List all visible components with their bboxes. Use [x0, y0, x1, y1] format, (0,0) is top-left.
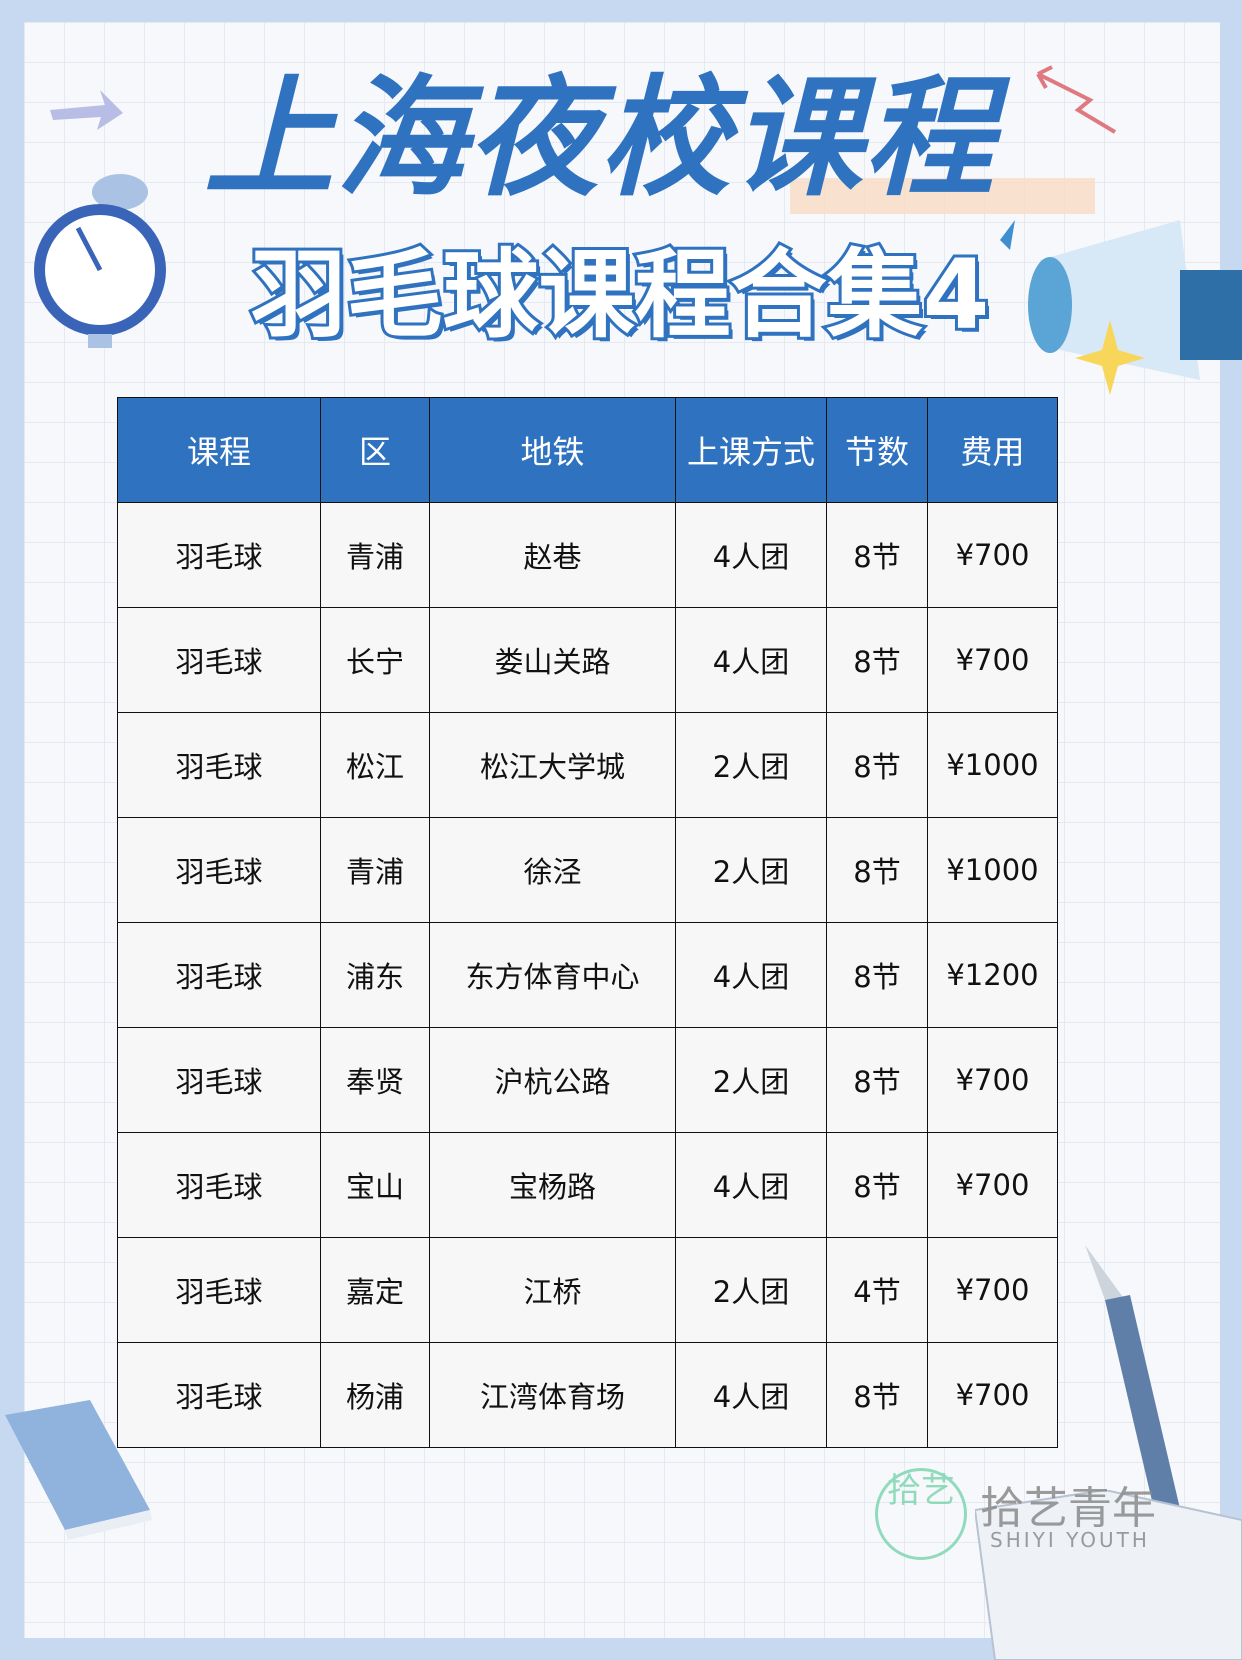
cell-sessions: 4节	[826, 1237, 928, 1343]
cell-metro: 徐泾	[429, 817, 676, 923]
page-title: 上海夜校课程	[203, 62, 996, 214]
cell-course: 羽毛球	[117, 1237, 321, 1343]
cell-fee: ¥700	[927, 1342, 1058, 1448]
open-notebook-icon	[975, 1490, 1242, 1660]
cell-district: 奉贤	[320, 1027, 430, 1133]
cell-format: 2人团	[675, 712, 827, 818]
cell-fee: ¥700	[927, 502, 1058, 608]
table-header-row: 课程 区 地铁 上课方式 节数 费用	[117, 397, 1058, 503]
cell-course: 羽毛球	[117, 922, 321, 1028]
cell-course: 羽毛球	[117, 607, 321, 713]
cell-district: 青浦	[320, 817, 430, 923]
cell-fee: ¥1200	[927, 922, 1058, 1028]
table-row: 羽毛球 嘉定 江桥 2人团 4节 ¥700	[117, 1237, 1058, 1343]
cell-metro: 沪杭公路	[429, 1027, 676, 1133]
cell-metro: 赵巷	[429, 502, 676, 608]
cell-district: 杨浦	[320, 1342, 430, 1448]
cell-sessions: 8节	[826, 817, 928, 923]
header-sessions: 节数	[826, 397, 928, 503]
header-fee: 费用	[927, 397, 1058, 503]
cell-sessions: 8节	[826, 1132, 928, 1238]
cell-metro: 宝杨路	[429, 1132, 676, 1238]
cell-fee: ¥1000	[927, 817, 1058, 923]
header-metro: 地铁	[429, 397, 676, 503]
squiggle-arrow-icon	[1036, 65, 1117, 134]
title-highlight	[790, 178, 1095, 214]
cell-course: 羽毛球	[117, 1027, 321, 1133]
cell-course: 羽毛球	[117, 817, 321, 923]
table-row: 羽毛球 宝山 宝杨路 4人团 8节 ¥700	[117, 1132, 1058, 1238]
cell-sessions: 8节	[826, 712, 928, 818]
cell-course: 羽毛球	[117, 1342, 321, 1448]
cell-format: 2人团	[675, 1027, 827, 1133]
cell-sessions: 8节	[826, 1027, 928, 1133]
arrow-icon	[50, 90, 123, 130]
cell-metro: 江桥	[429, 1237, 676, 1343]
header-course: 课程	[117, 397, 321, 503]
watermark-logo: 拾艺	[875, 1468, 967, 1560]
cell-district: 松江	[320, 712, 430, 818]
cell-metro: 松江大学城	[429, 712, 676, 818]
cell-format: 2人团	[675, 817, 827, 923]
cell-fee: ¥700	[927, 1027, 1058, 1133]
cell-metro: 江湾体育场	[429, 1342, 676, 1448]
cell-format: 4人团	[675, 922, 827, 1028]
course-table: 课程 区 地铁 上课方式 节数 费用 羽毛球 青浦 赵巷 4人团 8节 ¥700 羽毛球 长宁…	[117, 397, 1058, 1448]
cell-course: 羽毛球	[117, 712, 321, 818]
header-district: 区	[320, 397, 430, 503]
table-row: 羽毛球 杨浦 江湾体育场 4人团 8节 ¥700	[117, 1342, 1058, 1448]
cell-fee: ¥1000	[927, 712, 1058, 818]
table-row: 羽毛球 青浦 赵巷 4人团 8节 ¥700	[117, 502, 1058, 608]
fountain-pen-icon	[1085, 1245, 1185, 1535]
table-row: 羽毛球 青浦 徐泾 2人团 8节 ¥1000	[117, 817, 1058, 923]
cell-district: 宝山	[320, 1132, 430, 1238]
table-row: 羽毛球 松江 松江大学城 2人团 8节 ¥1000	[117, 712, 1058, 818]
cell-format: 4人团	[675, 1342, 827, 1448]
header-format: 上课方式	[675, 397, 827, 503]
table-row: 羽毛球 长宁 娄山关路 4人团 8节 ¥700	[117, 607, 1058, 713]
cell-district: 嘉定	[320, 1237, 430, 1343]
cell-course: 羽毛球	[117, 1132, 321, 1238]
cell-format: 4人团	[675, 1132, 827, 1238]
cell-format: 4人团	[675, 607, 827, 713]
page-subtitle: 羽毛球课程合集4	[248, 237, 993, 353]
cell-district: 青浦	[320, 502, 430, 608]
cell-sessions: 8节	[826, 922, 928, 1028]
cell-metro: 娄山关路	[429, 607, 676, 713]
cell-sessions: 8节	[826, 607, 928, 713]
cell-district: 长宁	[320, 607, 430, 713]
cell-fee: ¥700	[927, 1237, 1058, 1343]
cell-fee: ¥700	[927, 607, 1058, 713]
cell-sessions: 8节	[826, 502, 928, 608]
cell-fee: ¥700	[927, 1132, 1058, 1238]
cell-sessions: 8节	[826, 1342, 928, 1448]
cell-course: 羽毛球	[117, 502, 321, 608]
cell-format: 4人团	[675, 502, 827, 608]
alarm-clock-icon	[34, 174, 166, 348]
cell-metro: 东方体育中心	[429, 922, 676, 1028]
watermark-english: SHIYI YOUTH	[990, 1528, 1150, 1552]
watermark-name: 拾艺青年	[980, 1483, 1156, 1534]
table-row: 羽毛球 浦东 东方体育中心 4人团 8节 ¥1200	[117, 922, 1058, 1028]
book-icon	[5, 1400, 152, 1540]
megaphone-icon	[1000, 220, 1242, 395]
table-row: 羽毛球 奉贤 沪杭公路 2人团 8节 ¥700	[117, 1027, 1058, 1133]
cell-format: 2人团	[675, 1237, 827, 1343]
cell-district: 浦东	[320, 922, 430, 1028]
